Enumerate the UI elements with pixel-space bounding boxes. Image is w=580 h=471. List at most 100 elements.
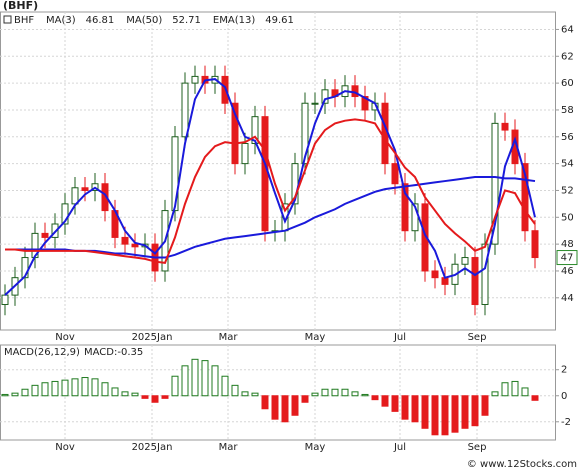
macd-bar	[411, 395, 419, 423]
candle-body	[351, 85, 359, 98]
macd-bar	[361, 393, 369, 397]
x-tick-label: Jul	[393, 442, 406, 453]
x-tick-label: Nov	[55, 332, 75, 343]
candle-body	[431, 270, 439, 279]
candle-body	[471, 257, 479, 306]
macd-bar	[101, 382, 109, 397]
candle-body	[311, 102, 319, 105]
panel-frame	[0, 344, 556, 441]
candle-body	[81, 187, 89, 191]
legend-value: 46.81	[86, 15, 115, 26]
macd-bar	[471, 395, 479, 427]
y-tick-label: 44	[561, 293, 574, 304]
x-tick-label: Sep	[468, 442, 487, 453]
y-tick-label: 62	[561, 51, 574, 62]
macd-bar	[451, 395, 459, 433]
x-tick-label: Mar	[219, 442, 239, 453]
indicator-line	[5, 176, 536, 259]
legend-name: EMA(13)	[213, 15, 255, 26]
macd-bar	[1, 393, 9, 397]
macd-bar	[211, 365, 219, 397]
candle-body	[231, 102, 239, 165]
macd-bar	[491, 391, 499, 397]
macd-bar	[501, 382, 509, 397]
macd-bar	[71, 378, 79, 397]
macd-bar	[51, 380, 59, 397]
macd-bar	[61, 379, 69, 397]
x-tick-label: Nov	[55, 442, 75, 453]
macd-bar	[111, 387, 119, 397]
y-tick-label: 64	[561, 24, 574, 35]
macd-bar	[11, 392, 19, 397]
candle-body	[61, 203, 69, 225]
macd-bar	[31, 384, 39, 397]
x-tick-label: Jul	[393, 332, 406, 343]
candle-body	[421, 203, 429, 272]
y-tick-label: 58	[561, 105, 574, 116]
macd-bar	[341, 388, 349, 397]
watermark: © www.12Stocks.com	[467, 459, 577, 470]
macd-bar	[301, 395, 309, 403]
macd-bar	[461, 395, 469, 429]
x-tick-label: 2025Jan	[132, 442, 173, 453]
x-tick-label: May	[305, 332, 326, 343]
macd-bar	[401, 395, 409, 420]
macd-bar	[271, 395, 279, 420]
y-tick-label: 46	[561, 266, 574, 277]
macd-bar	[261, 395, 269, 410]
macd-bar	[511, 380, 519, 397]
legend-name: MA(50)	[126, 15, 162, 26]
x-tick-label: Mar	[219, 332, 239, 343]
candle-body	[131, 243, 139, 248]
candle-body	[461, 257, 469, 265]
y-tick-label: 60	[561, 78, 574, 89]
macd-bar	[191, 358, 199, 397]
macd-bar	[141, 395, 149, 399]
y-tick-label: -2	[561, 417, 571, 428]
macd-bar	[291, 395, 299, 416]
macd-bar	[521, 387, 529, 397]
candle-body	[401, 183, 409, 232]
macd-bar	[171, 375, 179, 397]
candle-body	[491, 122, 499, 245]
macd-bar	[351, 391, 359, 397]
candle-body	[71, 187, 79, 205]
macd-bar	[531, 395, 539, 401]
macd-bar	[371, 395, 379, 401]
y-tick-label: 48	[561, 239, 574, 250]
panel-frame	[0, 11, 556, 331]
macd-bar	[161, 395, 169, 399]
macd-bar	[21, 388, 29, 397]
macd-title: MACD(26,12,9)	[4, 347, 80, 358]
chart-title: (BHF)	[3, 0, 38, 12]
legend-swatch	[3, 15, 12, 24]
macd-bar	[151, 395, 159, 403]
macd-bar	[251, 392, 259, 397]
macd-bar	[121, 391, 129, 397]
candle-body	[481, 243, 489, 306]
candle-body	[361, 96, 369, 111]
macd-bar	[221, 375, 229, 397]
x-tick-label: 2025Jan	[132, 332, 173, 343]
macd-bar	[231, 384, 239, 397]
y-tick-label: 50	[561, 212, 574, 223]
macd-bar	[481, 395, 489, 416]
macd-bar	[311, 392, 319, 397]
candle-body	[521, 163, 529, 232]
candle-body	[241, 142, 249, 165]
macd-bar	[41, 382, 49, 397]
candle-body	[251, 116, 259, 144]
macd-bar	[331, 388, 339, 397]
x-tick-label: Sep	[468, 332, 487, 343]
macd-bar	[381, 395, 389, 407]
x-tick-label: May	[305, 442, 326, 453]
legend-value: 49.61	[265, 15, 294, 26]
macd-bar	[321, 388, 329, 397]
macd-bar	[431, 395, 439, 436]
candle-body	[531, 230, 539, 259]
macd-bar	[281, 395, 289, 423]
indicator-line	[5, 118, 536, 265]
indicator-line	[4, 78, 536, 296]
